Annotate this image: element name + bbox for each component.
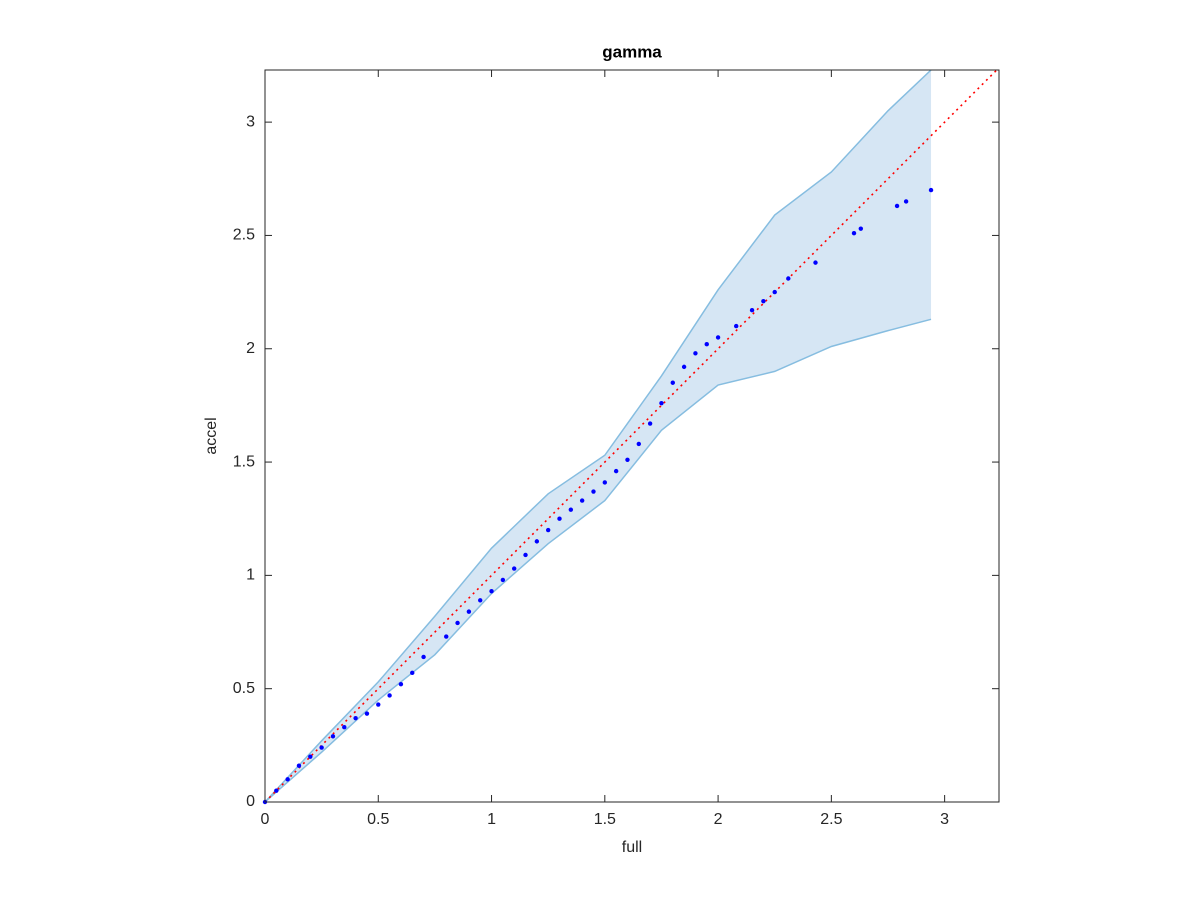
x-tick-label: 0 bbox=[261, 811, 270, 828]
data-point bbox=[659, 400, 664, 406]
data-point bbox=[410, 670, 415, 676]
data-point bbox=[466, 609, 472, 614]
data-point bbox=[786, 276, 791, 281]
data-point bbox=[693, 351, 698, 356]
data-point bbox=[296, 763, 302, 768]
y-tick-label: 0 bbox=[246, 793, 255, 810]
data-point bbox=[376, 702, 381, 707]
confidence-band bbox=[265, 70, 932, 802]
data-point bbox=[534, 539, 540, 544]
data-point bbox=[364, 711, 370, 716]
data-point bbox=[591, 489, 596, 494]
data-point bbox=[557, 516, 562, 521]
y-tick-label: 2.5 bbox=[233, 227, 255, 244]
data-point bbox=[444, 634, 449, 639]
data-point bbox=[734, 323, 739, 329]
x-tick-label: 1 bbox=[487, 811, 496, 828]
data-point bbox=[579, 498, 585, 503]
data-point bbox=[285, 777, 290, 782]
data-point bbox=[903, 199, 909, 204]
data-point bbox=[274, 788, 279, 793]
data-point bbox=[647, 421, 653, 426]
y-tick-label: 1 bbox=[246, 567, 255, 584]
band-edge bbox=[265, 70, 932, 802]
axes-box bbox=[264, 69, 1000, 803]
data-point bbox=[761, 298, 766, 304]
data-point bbox=[772, 289, 777, 295]
data-point bbox=[523, 552, 528, 558]
data-point bbox=[704, 342, 709, 347]
y-tick-label: 3 bbox=[246, 113, 255, 130]
plot-area bbox=[265, 70, 998, 802]
data-point bbox=[489, 589, 494, 594]
x-tick-label: 2.5 bbox=[820, 811, 842, 828]
data-point bbox=[715, 335, 721, 340]
data-point bbox=[813, 260, 818, 265]
data-point bbox=[308, 754, 313, 759]
data-point bbox=[455, 620, 460, 626]
data-point bbox=[681, 364, 687, 370]
data-point bbox=[387, 693, 392, 698]
data-point bbox=[545, 527, 551, 533]
band-edge bbox=[265, 318, 932, 802]
data-point bbox=[894, 203, 900, 209]
data-point bbox=[749, 308, 755, 313]
x-tick-label: 3 bbox=[940, 811, 949, 828]
y-tick-label: 0.5 bbox=[233, 680, 255, 697]
data-point bbox=[511, 566, 517, 571]
data-point bbox=[602, 480, 608, 485]
y-tick-label: 1.5 bbox=[233, 453, 255, 470]
y-axis-label: accel bbox=[203, 417, 220, 454]
x-axis-label: full bbox=[622, 839, 642, 856]
data-point bbox=[330, 734, 336, 739]
x-tick-label: 1.5 bbox=[594, 811, 616, 828]
data-point bbox=[500, 577, 506, 583]
data-point bbox=[421, 654, 426, 660]
data-point bbox=[478, 598, 483, 603]
data-point bbox=[636, 441, 641, 447]
x-tick-label: 2 bbox=[714, 811, 723, 828]
data-point bbox=[353, 715, 358, 721]
data-point bbox=[342, 725, 347, 730]
data-point bbox=[319, 745, 324, 750]
chart-title: gamma bbox=[602, 42, 662, 61]
reference-line bbox=[265, 70, 998, 802]
data-point bbox=[858, 226, 864, 231]
y-tick-label: 2 bbox=[246, 340, 255, 357]
data-point bbox=[670, 380, 675, 385]
data-point bbox=[851, 230, 857, 236]
data-point bbox=[613, 468, 619, 474]
data-point bbox=[625, 457, 630, 462]
data-point bbox=[398, 681, 404, 687]
data-point bbox=[928, 187, 934, 193]
x-tick-label: 0.5 bbox=[367, 811, 389, 828]
data-point bbox=[568, 507, 574, 512]
